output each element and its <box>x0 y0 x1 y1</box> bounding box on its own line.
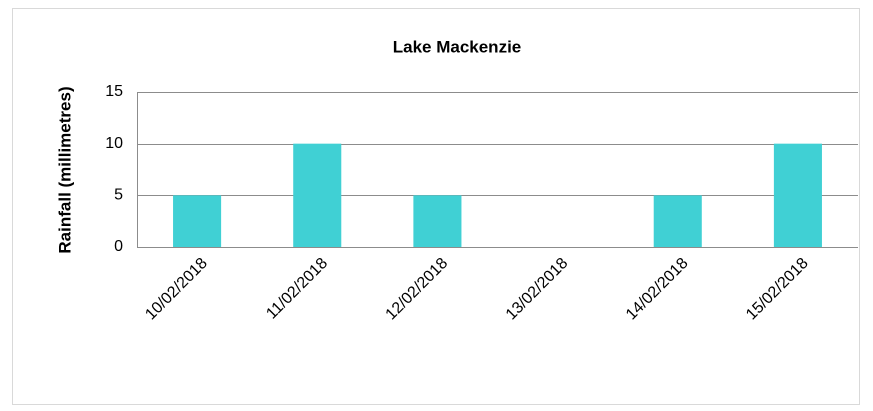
bar <box>293 143 342 247</box>
y-tick-label: 15 <box>105 83 123 100</box>
y-tick-label: 5 <box>114 187 123 204</box>
bar <box>413 195 462 247</box>
bar <box>173 195 222 247</box>
y-tick-label: 10 <box>105 135 123 152</box>
chart-title: Lake Mackenzie <box>393 37 522 56</box>
bar <box>773 143 822 247</box>
y-tick-label: 0 <box>114 238 123 255</box>
bar <box>653 195 702 247</box>
y-axis-label: Rainfall (millimetres) <box>55 86 74 253</box>
